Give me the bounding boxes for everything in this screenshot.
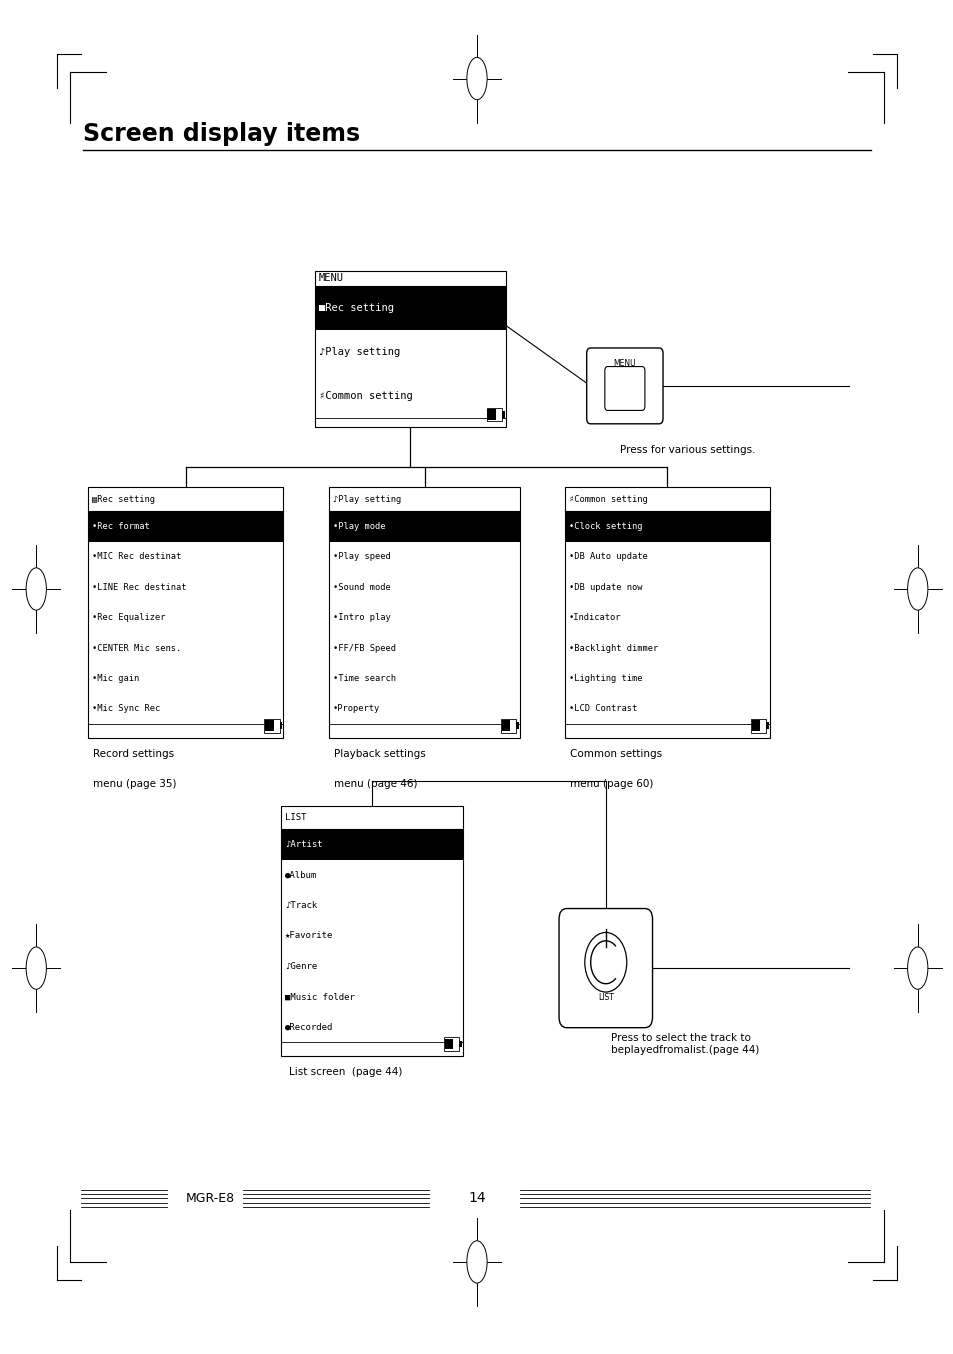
Text: •MIC Rec destinat: •MIC Rec destinat [91, 552, 181, 562]
Text: LIST: LIST [285, 812, 307, 822]
Bar [443, 1037, 458, 1051]
Text: ★Favorite: ★Favorite [285, 932, 334, 941]
Bar [750, 719, 765, 733]
Bar [329, 512, 519, 542]
FancyBboxPatch shape [604, 367, 644, 410]
Bar [281, 830, 462, 860]
Text: ●Album: ●Album [285, 871, 317, 880]
Text: ♪Genre: ♪Genre [285, 961, 317, 971]
Text: •Play speed: •Play speed [333, 552, 391, 562]
Bar [314, 286, 505, 330]
Text: •Play mode: •Play mode [333, 521, 385, 531]
Text: •CENTER Mic sens.: •CENTER Mic sens. [91, 643, 181, 653]
Text: •LCD Contrast: •LCD Contrast [568, 704, 637, 714]
Text: ♪Artist: ♪Artist [285, 839, 322, 849]
Bar [564, 512, 769, 542]
Bar [458, 1040, 461, 1048]
Text: •DB update now: •DB update now [568, 582, 641, 592]
Text: •Backlight dimmer: •Backlight dimmer [568, 643, 658, 653]
Ellipse shape [466, 57, 487, 100]
Text: ▤Rec setting: ▤Rec setting [91, 494, 154, 504]
Text: LIST: LIST [598, 992, 613, 1002]
Text: ●Recorded: ●Recorded [285, 1022, 334, 1032]
Text: Record settings: Record settings [92, 749, 173, 758]
Ellipse shape [906, 946, 927, 990]
Bar [88, 512, 283, 542]
Text: ♪Play setting: ♪Play setting [333, 494, 401, 504]
Ellipse shape [26, 946, 47, 990]
Text: •Sound mode: •Sound mode [333, 582, 391, 592]
Bar [444, 1039, 453, 1049]
Ellipse shape [466, 1240, 487, 1284]
Bar [314, 271, 505, 427]
Text: •Property: •Property [333, 704, 380, 714]
Text: •Mic gain: •Mic gain [91, 674, 139, 682]
Text: Press to select the track to
beplayedfromalist.(page 44): Press to select the track to beplayedfro… [610, 1033, 759, 1055]
Bar [500, 719, 516, 733]
Text: ♯Common setting: ♯Common setting [318, 391, 412, 401]
Bar [88, 487, 283, 738]
FancyBboxPatch shape [558, 909, 652, 1028]
Text: •Indicator: •Indicator [568, 613, 620, 623]
Text: ♪Play setting: ♪Play setting [318, 347, 399, 356]
Text: •LINE Rec destinat: •LINE Rec destinat [91, 582, 186, 592]
Bar [487, 409, 496, 420]
FancyBboxPatch shape [586, 348, 662, 424]
Bar [751, 720, 760, 731]
Text: List screen  (page 44): List screen (page 44) [289, 1067, 402, 1076]
Bar [501, 410, 504, 417]
Bar [516, 723, 518, 728]
Bar [281, 806, 462, 1056]
Text: •Time search: •Time search [333, 674, 395, 682]
Text: MENU: MENU [613, 359, 636, 368]
Text: MENU: MENU [318, 274, 343, 283]
Text: •Rec format: •Rec format [91, 521, 150, 531]
Text: •Mic Sync Rec: •Mic Sync Rec [91, 704, 160, 714]
Text: ♪Track: ♪Track [285, 900, 317, 910]
Text: ♯Common setting: ♯Common setting [568, 494, 647, 504]
Bar [279, 723, 282, 728]
Text: MGR-E8: MGR-E8 [186, 1192, 234, 1205]
Text: •Lighting time: •Lighting time [568, 674, 641, 682]
Text: •FF/FB Speed: •FF/FB Speed [333, 643, 395, 653]
Bar [501, 720, 510, 731]
Circle shape [584, 933, 626, 992]
Text: •DB Auto update: •DB Auto update [568, 552, 647, 562]
Text: ■Music folder: ■Music folder [285, 992, 355, 1001]
Text: Playback settings: Playback settings [334, 749, 425, 758]
Ellipse shape [26, 567, 47, 611]
Bar [264, 719, 279, 733]
Text: menu (page 60): menu (page 60) [569, 779, 652, 788]
Text: menu (page 46): menu (page 46) [334, 779, 417, 788]
Bar [765, 723, 768, 728]
Bar [329, 487, 519, 738]
Text: Common settings: Common settings [569, 749, 661, 758]
Text: •Clock setting: •Clock setting [568, 521, 641, 531]
Bar [564, 487, 769, 738]
Bar [265, 720, 274, 731]
Text: 14: 14 [468, 1192, 485, 1205]
Ellipse shape [906, 567, 927, 611]
Text: •Intro play: •Intro play [333, 613, 391, 623]
Bar [486, 408, 501, 421]
Text: Press for various settings.: Press for various settings. [619, 445, 755, 455]
Text: Screen display items: Screen display items [83, 122, 359, 146]
Text: •Rec Equalizer: •Rec Equalizer [91, 613, 165, 623]
Text: ■Rec setting: ■Rec setting [318, 303, 394, 313]
Text: menu (page 35): menu (page 35) [92, 779, 176, 788]
